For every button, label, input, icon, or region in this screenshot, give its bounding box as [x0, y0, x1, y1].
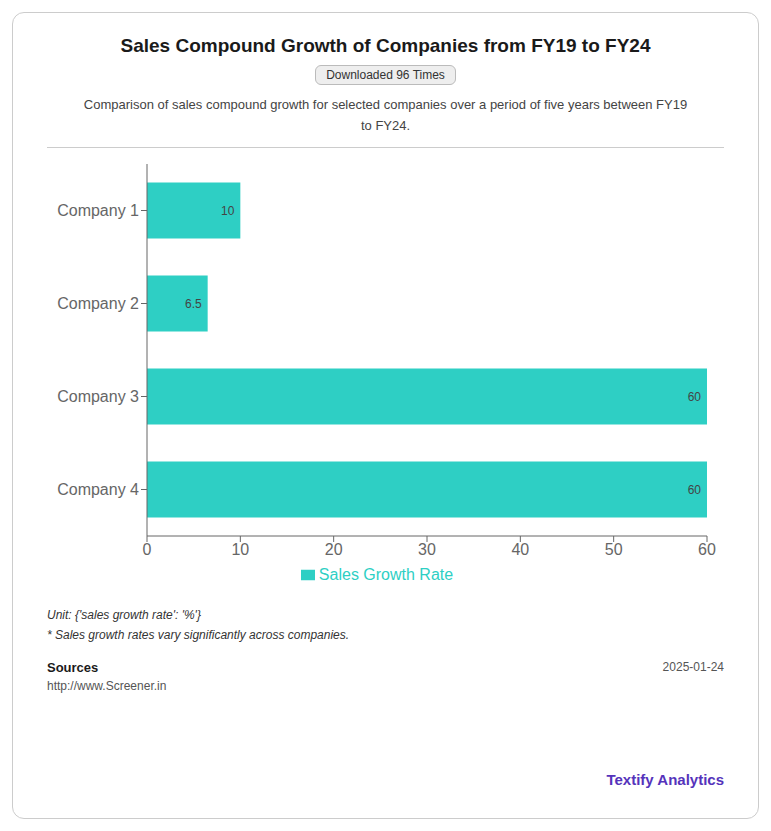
html-text:2025-01-24: 2025-01-24: [662, 659, 724, 674]
html-text:Sales Compound Growth of Compa: Sales Compound Growth of Companies from …: [120, 35, 651, 56]
html-text:to FY24.: to FY24.: [360, 117, 411, 133]
svg-text:50: 50: [605, 541, 623, 558]
svg-text:Company 2: Company 2: [57, 295, 139, 312]
svg-text:20: 20: [325, 541, 343, 558]
svg-text:40: 40: [511, 541, 529, 558]
svg-text:10: 10: [231, 541, 249, 558]
svg-text:60: 60: [698, 541, 716, 558]
svg-text:60: 60: [688, 389, 702, 403]
svg-text:Company 4: Company 4: [57, 481, 139, 498]
svg-text:6.5: 6.5: [185, 296, 202, 310]
html-text:Comparison of sales compound g: Comparison of sales compound growth for …: [83, 97, 688, 112]
html-text:Sales Growth Rate: Sales Growth Rate: [318, 565, 454, 583]
svg-text:0: 0: [143, 541, 152, 558]
html-text:Textify Analytics: Textify Analytics: [606, 771, 724, 788]
svg-text:10: 10: [221, 203, 235, 217]
html-text:Downloaded 96 Times: Downloaded 96 Times: [326, 68, 445, 82]
html-text:Unit: {'sales growth rate': '%: Unit: {'sales growth rate': '%'}: [47, 607, 201, 622]
html-text:http://www.Screener.in: http://www.Screener.in: [47, 678, 167, 693]
svg-text:Company 1: Company 1: [57, 202, 139, 219]
html-text:Sources: Sources: [47, 659, 99, 675]
svg-text:60: 60: [688, 482, 702, 496]
svg-text:Company 3: Company 3: [57, 388, 139, 405]
html-text:* Sales growth rates vary sign: * Sales growth rates vary significantly …: [47, 627, 350, 642]
svg-text:30: 30: [418, 541, 436, 558]
